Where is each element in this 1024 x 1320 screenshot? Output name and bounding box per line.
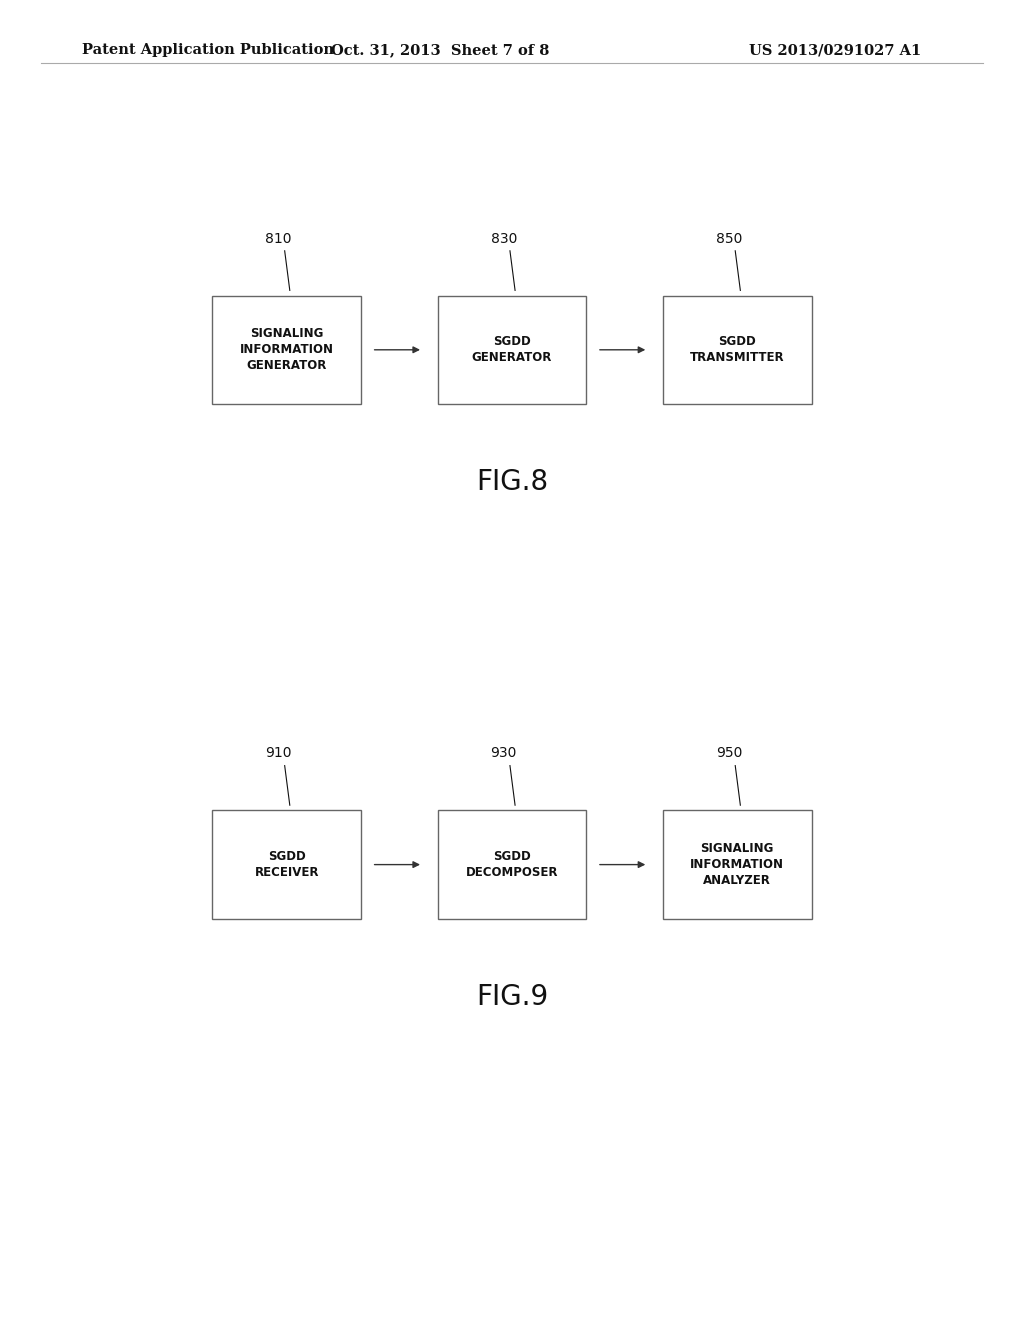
Text: Oct. 31, 2013  Sheet 7 of 8: Oct. 31, 2013 Sheet 7 of 8 [331, 44, 550, 57]
Text: 910: 910 [265, 746, 292, 760]
Text: FIG.9: FIG.9 [476, 982, 548, 1011]
Text: 950: 950 [716, 746, 742, 760]
Text: 810: 810 [265, 231, 292, 246]
Text: 830: 830 [490, 231, 517, 246]
Text: SIGNALING
INFORMATION
GENERATOR: SIGNALING INFORMATION GENERATOR [240, 327, 334, 372]
Text: SGDD
GENERATOR: SGDD GENERATOR [472, 335, 552, 364]
Text: US 2013/0291027 A1: US 2013/0291027 A1 [750, 44, 922, 57]
Bar [438, 296, 586, 404]
Bar [213, 810, 361, 919]
Bar [664, 296, 811, 404]
Text: SGDD
RECEIVER: SGDD RECEIVER [255, 850, 318, 879]
Text: SGDD
DECOMPOSER: SGDD DECOMPOSER [466, 850, 558, 879]
Bar [213, 296, 361, 404]
Bar [664, 810, 811, 919]
Text: 850: 850 [716, 231, 742, 246]
Text: SGDD
TRANSMITTER: SGDD TRANSMITTER [690, 335, 784, 364]
Text: Patent Application Publication: Patent Application Publication [82, 44, 334, 57]
Text: FIG.8: FIG.8 [476, 467, 548, 496]
Text: SIGNALING
INFORMATION
ANALYZER: SIGNALING INFORMATION ANALYZER [690, 842, 784, 887]
Text: 930: 930 [490, 746, 517, 760]
Bar [438, 810, 586, 919]
